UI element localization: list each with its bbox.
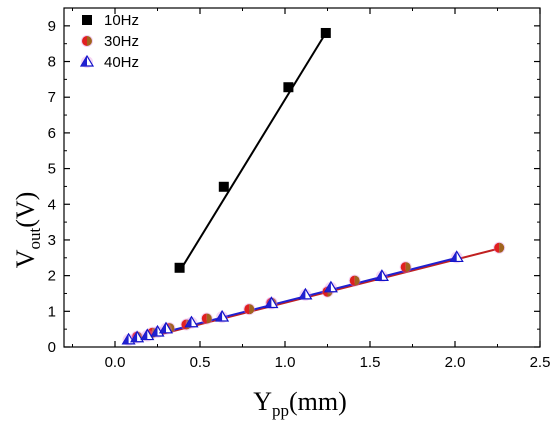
data-point-40Hz — [449, 250, 464, 264]
data-point-10Hz — [283, 82, 294, 93]
y-tick-label: 5 — [48, 161, 56, 178]
x-tick-label: 1.0 — [275, 354, 296, 371]
marker-fill — [160, 322, 166, 333]
y-tick-label: 0 — [48, 339, 56, 356]
x-axis-title-unit: (mm) — [289, 387, 347, 416]
data-point-30Hz — [399, 261, 412, 274]
legend-marker-10Hz — [82, 15, 92, 25]
y-tick-label: 8 — [48, 54, 56, 71]
data-points — [121, 27, 506, 346]
marker-fill — [81, 56, 87, 66]
marker-fill — [131, 331, 138, 342]
data-point-30Hz — [243, 303, 256, 316]
marker-fill — [450, 251, 457, 262]
y-tick-label: 9 — [48, 18, 56, 35]
x-tick-label: 0.0 — [105, 354, 126, 371]
data-point-30Hz — [493, 241, 506, 254]
y-tick-label: 2 — [48, 268, 56, 285]
data-point-40Hz — [215, 309, 230, 324]
marker-left-half — [400, 262, 406, 273]
marker-right-half — [249, 304, 255, 315]
marker-left-half — [349, 275, 355, 286]
marker-fill — [185, 316, 192, 327]
legend-marker-30Hz — [81, 35, 93, 47]
data-point-40Hz — [298, 287, 313, 301]
x-tick-label: 0.5 — [190, 354, 211, 371]
data-point-30Hz — [348, 274, 361, 287]
data-point-40Hz — [130, 330, 145, 344]
x-axis-title-main: Y — [253, 387, 272, 416]
data-point-40Hz — [158, 321, 174, 335]
marker-right-half — [354, 275, 360, 286]
marker-left-half — [244, 304, 250, 315]
legend-label-10Hz: 10Hz — [104, 12, 139, 29]
fit-line-10Hz — [178, 32, 327, 272]
data-point-40Hz — [184, 315, 199, 329]
x-tick-label: 2.5 — [530, 354, 550, 371]
data-point-10Hz — [320, 27, 331, 38]
marker-right-half — [206, 313, 212, 324]
marker-right-half — [405, 262, 411, 273]
marker-fill — [151, 326, 158, 337]
data-point-40Hz — [264, 296, 279, 310]
y-axis-title: Vout(V) — [11, 192, 44, 269]
marker-fill — [141, 329, 148, 340]
marker-left-half — [494, 242, 500, 253]
marker-right-half — [499, 242, 505, 253]
y-tick-label: 6 — [48, 125, 56, 142]
marker-fill — [375, 270, 382, 281]
legend-label-40Hz: 40Hz — [104, 54, 139, 71]
y-tick-label: 7 — [48, 89, 56, 106]
data-point-10Hz — [174, 262, 185, 273]
legend: 10Hz 30Hz 40Hz — [79, 12, 139, 71]
x-tick-label: 2.0 — [445, 354, 466, 371]
marker-right-half — [87, 36, 92, 46]
data-point-40Hz — [323, 280, 338, 294]
marker-fill — [299, 288, 306, 299]
fit-lines — [128, 32, 500, 344]
y-tick-label: 4 — [48, 196, 56, 213]
y-axis-title-sub: out — [25, 228, 44, 250]
x-axis-title: Ypp(mm) — [253, 387, 347, 420]
y-tick-label: 3 — [48, 232, 56, 249]
data-point-40Hz — [150, 324, 165, 339]
data-point-40Hz — [374, 269, 389, 283]
data-point-30Hz — [200, 312, 213, 325]
data-point-10Hz — [218, 181, 229, 192]
marker-left-half — [201, 313, 207, 324]
legend-label-30Hz: 30Hz — [104, 33, 139, 50]
data-point-40Hz — [140, 328, 155, 342]
y-axis-title-unit: (V) — [11, 192, 40, 228]
marker-fill — [216, 311, 223, 322]
marker-fill — [324, 281, 331, 292]
legend-marker-40Hz — [79, 54, 95, 68]
x-axis-title-sub: pp — [272, 401, 289, 420]
marker-left-half — [82, 36, 87, 46]
marker-fill — [122, 333, 129, 344]
y-tick-label: 1 — [48, 303, 56, 320]
plot-frame — [63, 7, 541, 348]
axis-ticks: 0.0 0.5 1.0 1.5 2.0 2.5 0 1 2 3 4 5 6 7 8 9 — [48, 8, 550, 371]
y-axis-title-main: V — [11, 249, 40, 268]
plot-border — [63, 7, 541, 348]
x-tick-label: 1.5 — [360, 354, 381, 371]
marker-fill — [265, 297, 272, 308]
